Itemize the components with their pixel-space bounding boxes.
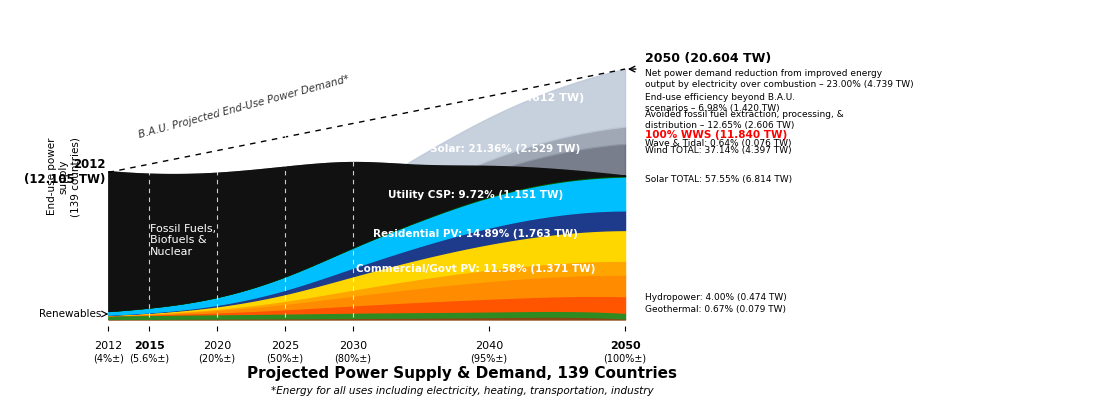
Text: 2050 (20.604 TW): 2050 (20.604 TW) [646,52,772,65]
Text: (95%±): (95%±) [471,353,507,364]
Text: 2050: 2050 [609,341,640,351]
Text: Utility PV Solar: 21.36% (2.529 TW): Utility PV Solar: 21.36% (2.529 TW) [371,144,580,154]
Text: Wind TOTAL: 37.14% (4.397 TW): Wind TOTAL: 37.14% (4.397 TW) [646,146,792,155]
Text: Offshore Wind: 13.62% (1.612 TW): Offshore Wind: 13.62% (1.612 TW) [366,93,584,103]
Text: 2012: 2012 [95,341,122,351]
Text: Hydropower: 4.00% (0.474 TW): Hydropower: 4.00% (0.474 TW) [646,293,788,302]
Text: Projected Power Supply & Demand, 139 Countries: Projected Power Supply & Demand, 139 Cou… [248,366,676,381]
Text: 2015: 2015 [134,341,165,351]
Text: Net power demand reduction from improved energy
output by electricity over combu: Net power demand reduction from improved… [646,69,914,89]
Text: Geothermal: 0.67% (0.079 TW): Geothermal: 0.67% (0.079 TW) [646,305,786,314]
Text: (80%±): (80%±) [334,353,372,364]
Text: Utility CSP: 9.72% (1.151 TW): Utility CSP: 9.72% (1.151 TW) [388,191,563,200]
Text: Avoided fossil fuel extraction, processing, &
distribution – 12.65% (2.606 TW): Avoided fossil fuel extraction, processi… [646,110,844,130]
Text: 2025: 2025 [271,341,299,351]
Text: Commercial/Govt PV: 11.58% (1.371 TW): Commercial/Govt PV: 11.58% (1.371 TW) [355,264,595,274]
Text: 2012
(12.105 TW): 2012 (12.105 TW) [24,158,106,186]
Text: (50%±): (50%±) [266,353,304,364]
Text: 2040: 2040 [475,341,503,351]
Text: End-use power
supply
(139 countries): End-use power supply (139 countries) [47,137,80,217]
Text: 100% WWS (11.840 TW): 100% WWS (11.840 TW) [646,130,788,140]
Text: (4%±): (4%±) [94,353,124,364]
Text: Fossil Fuels,
Biofuels &
Nuclear: Fossil Fuels, Biofuels & Nuclear [150,224,217,257]
Text: Renewables: Renewables [40,309,101,319]
Text: (20%±): (20%±) [199,353,235,364]
Text: Solar TOTAL: 57.55% (6.814 TW): Solar TOTAL: 57.55% (6.814 TW) [646,175,792,184]
Text: B.A.U. Projected End-Use Power Demand*: B.A.U. Projected End-Use Power Demand* [138,74,351,140]
Text: Wave & Tidal: 0.64% (0.076 TW): Wave & Tidal: 0.64% (0.076 TW) [646,139,792,148]
Text: Residential PV: 14.89% (1.763 TW): Residential PV: 14.89% (1.763 TW) [373,229,578,239]
Text: *Energy for all uses including electricity, heating, transportation, industry: *Energy for all uses including electrici… [271,386,653,396]
Text: (5.6%±): (5.6%±) [129,353,169,364]
Text: End-use efficiency beyond B.A.U.
scenarios – 6.98% (1.420 TW): End-use efficiency beyond B.A.U. scenari… [646,93,795,113]
Text: (100%±): (100%±) [604,353,647,364]
Text: 2020: 2020 [204,341,231,351]
Text: 2030: 2030 [339,341,367,351]
Text: Onshore Wind: 23.52% (2.785 TW): Onshore Wind: 23.52% (2.785 TW) [367,50,583,60]
